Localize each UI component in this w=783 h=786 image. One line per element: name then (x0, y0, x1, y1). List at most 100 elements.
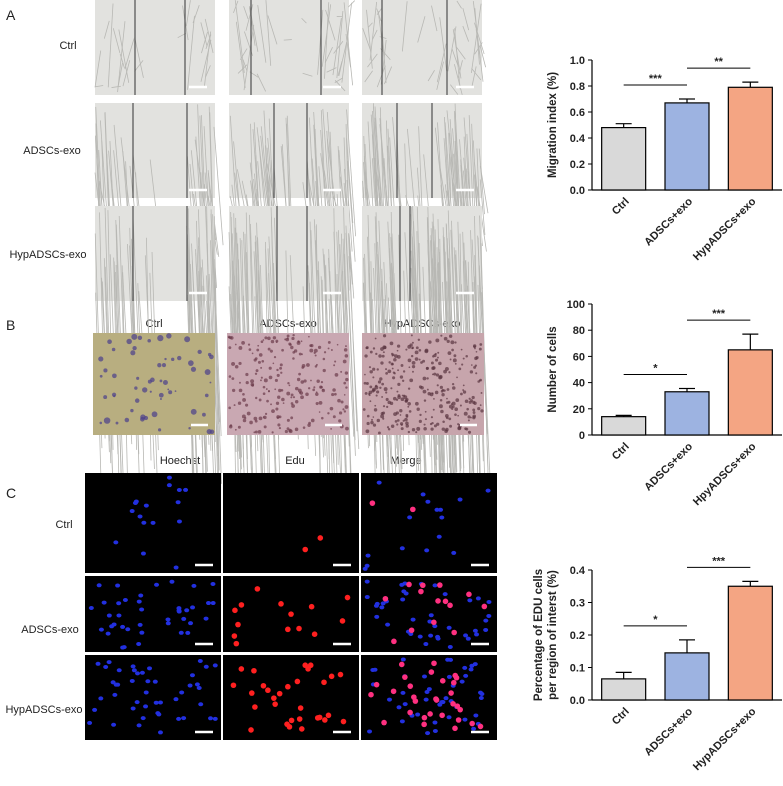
cell (435, 373, 440, 377)
cell (197, 349, 202, 355)
cell (343, 394, 346, 396)
cell (342, 408, 345, 411)
nucleus (437, 702, 443, 707)
nucleus (417, 634, 423, 639)
cell (368, 22, 373, 28)
nucleus (154, 582, 160, 587)
cell (209, 381, 212, 384)
cell (333, 364, 336, 367)
cell (382, 334, 387, 338)
nucleus (111, 622, 117, 627)
y-axis-label: Percentage of EDU cells (533, 569, 545, 701)
cell (387, 369, 392, 374)
edu-nucleus (297, 705, 304, 711)
cell (314, 365, 318, 368)
nucleus (166, 483, 172, 488)
nucleus (141, 520, 147, 525)
cell (347, 160, 356, 262)
nucleus (139, 670, 145, 675)
cell (345, 426, 349, 431)
edu-nucleus (344, 594, 351, 601)
cell (239, 48, 248, 60)
cell (445, 427, 449, 432)
cell (368, 390, 373, 395)
cell (457, 423, 460, 426)
cell (294, 427, 299, 432)
cell (103, 368, 108, 373)
cell (275, 339, 279, 343)
cell (310, 418, 315, 423)
cell (309, 348, 314, 353)
nucleus (483, 627, 489, 632)
cell (446, 388, 450, 391)
cell (233, 404, 236, 407)
cell (428, 340, 432, 344)
cell (451, 401, 456, 406)
cell (441, 427, 446, 431)
cell (201, 31, 208, 54)
cell (391, 367, 394, 370)
nucleus (457, 497, 463, 502)
cell (436, 422, 440, 426)
nucleus (474, 632, 480, 637)
edu-nucleus (278, 601, 284, 607)
cell (300, 395, 304, 400)
cell (418, 419, 422, 423)
cell (345, 345, 347, 348)
cell (443, 336, 448, 341)
edu-nucleus (451, 679, 457, 686)
cell (426, 377, 429, 380)
cell (346, 109, 357, 237)
edu-nucleus (407, 709, 413, 716)
cell (166, 333, 172, 339)
cell (190, 408, 197, 415)
cell (327, 340, 331, 344)
cell (322, 368, 326, 373)
nucleus (426, 687, 432, 692)
cell (446, 110, 458, 213)
nucleus (424, 548, 430, 553)
cell (343, 348, 348, 352)
cell (400, 364, 404, 367)
y-tick-label: 0.0 (570, 695, 585, 707)
cell (430, 361, 434, 365)
cell (385, 397, 389, 401)
nucleus (432, 720, 438, 725)
cell (372, 347, 376, 350)
cell (307, 387, 311, 390)
cell (444, 414, 449, 418)
nucleus (462, 717, 468, 722)
micrograph (361, 655, 497, 740)
nucleus (194, 682, 200, 687)
nucleus (136, 723, 142, 728)
edu-nucleus (231, 633, 238, 639)
cell (466, 407, 469, 411)
nucleus (189, 673, 195, 678)
edu-nucleus (418, 588, 424, 595)
cell (400, 397, 405, 402)
edu-nucleus (369, 500, 376, 506)
nucleus (105, 631, 111, 636)
nucleus (467, 598, 473, 603)
cell (273, 355, 277, 359)
edu-nucleus (437, 582, 443, 588)
cell (387, 400, 392, 405)
cell (365, 346, 369, 350)
edu-nucleus (286, 724, 293, 730)
cell (452, 405, 455, 409)
nucleus (400, 657, 406, 662)
cell (448, 417, 452, 421)
cell (402, 370, 406, 373)
cell (275, 401, 280, 405)
cell (431, 421, 434, 425)
edu-nucleus (288, 717, 295, 724)
y-axis-label: per region of interst (%) (547, 570, 559, 700)
cell (325, 9, 336, 41)
cell (471, 66, 477, 88)
cell (372, 376, 375, 379)
cell (394, 354, 398, 359)
cell (124, 38, 135, 70)
nucleus (169, 579, 175, 584)
nucleus (137, 622, 143, 627)
cell (375, 394, 378, 397)
